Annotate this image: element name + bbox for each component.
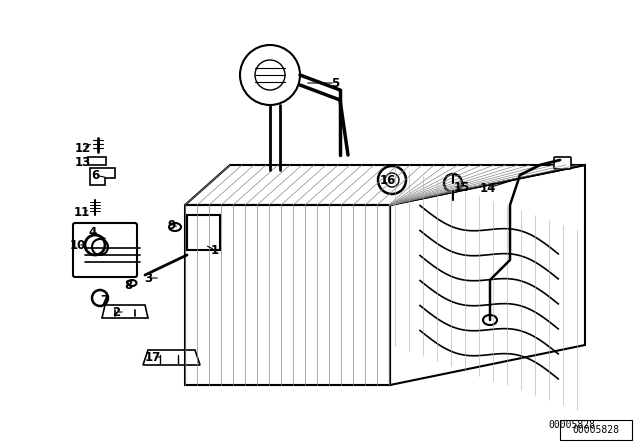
Text: 12: 12 — [75, 142, 91, 155]
Text: 8: 8 — [124, 279, 132, 292]
Bar — [88, 157, 106, 165]
Text: 4: 4 — [89, 225, 97, 238]
FancyBboxPatch shape — [73, 223, 137, 277]
Text: 13: 13 — [75, 155, 91, 168]
Text: 14: 14 — [480, 181, 496, 194]
Text: 15: 15 — [454, 181, 470, 194]
Text: 16: 16 — [380, 173, 396, 186]
Text: 5: 5 — [331, 77, 339, 90]
Text: 11: 11 — [74, 206, 90, 219]
Text: 6: 6 — [91, 168, 99, 181]
Bar — [560, 420, 632, 440]
Text: 10: 10 — [70, 238, 86, 251]
FancyBboxPatch shape — [554, 157, 571, 169]
Text: 17: 17 — [145, 350, 161, 363]
Text: 9: 9 — [168, 219, 176, 232]
Text: 00005828: 00005828 — [573, 425, 620, 435]
Text: 00005828: 00005828 — [548, 420, 595, 430]
Text: 2: 2 — [112, 306, 120, 319]
Text: 7: 7 — [100, 293, 108, 306]
Text: 3: 3 — [144, 271, 152, 284]
Text: 1: 1 — [211, 244, 219, 257]
